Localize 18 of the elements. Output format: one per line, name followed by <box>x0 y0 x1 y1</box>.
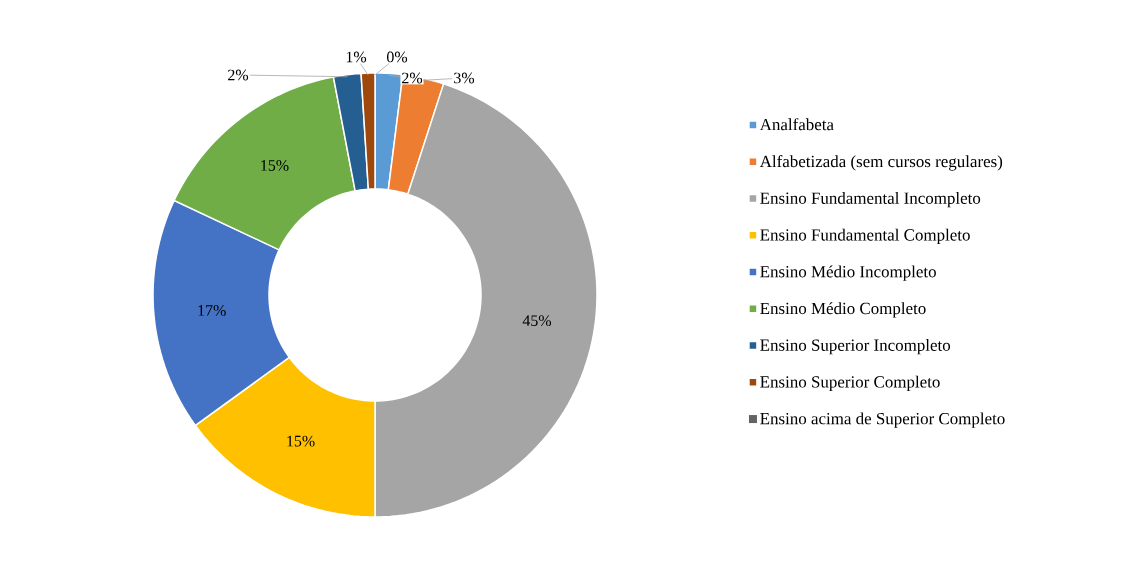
data-label: 45% <box>522 315 552 327</box>
legend-label: Ensino Superior Incompleto <box>760 338 951 355</box>
text: 0% <box>387 51 408 63</box>
data-label: 17% <box>198 305 226 316</box>
data-label: 1% <box>346 51 367 63</box>
legend-label: Ensino Fundamental Incompleto <box>760 191 981 208</box>
data-label: 3% <box>454 72 475 84</box>
legend-label: Ensino Médio Incompleto <box>760 265 936 281</box>
legend-label: Ensino acima de Superior Completo <box>760 412 1005 428</box>
legend-label: Analfabeta <box>759 118 834 131</box>
data-label: 2% <box>228 69 249 81</box>
data-label: 2% <box>402 72 423 84</box>
legend-label: Ensino Superior Completo <box>760 375 940 392</box>
legend-label: Alfabetizada (sem cursos regulares) <box>759 155 1003 171</box>
legend-label: Ensino Fundamental Completo <box>760 228 970 245</box>
data-label: 15% <box>287 435 315 447</box>
data-label: 15% <box>261 160 289 171</box>
legend-label: Ensino Médio Completo <box>760 302 926 318</box>
